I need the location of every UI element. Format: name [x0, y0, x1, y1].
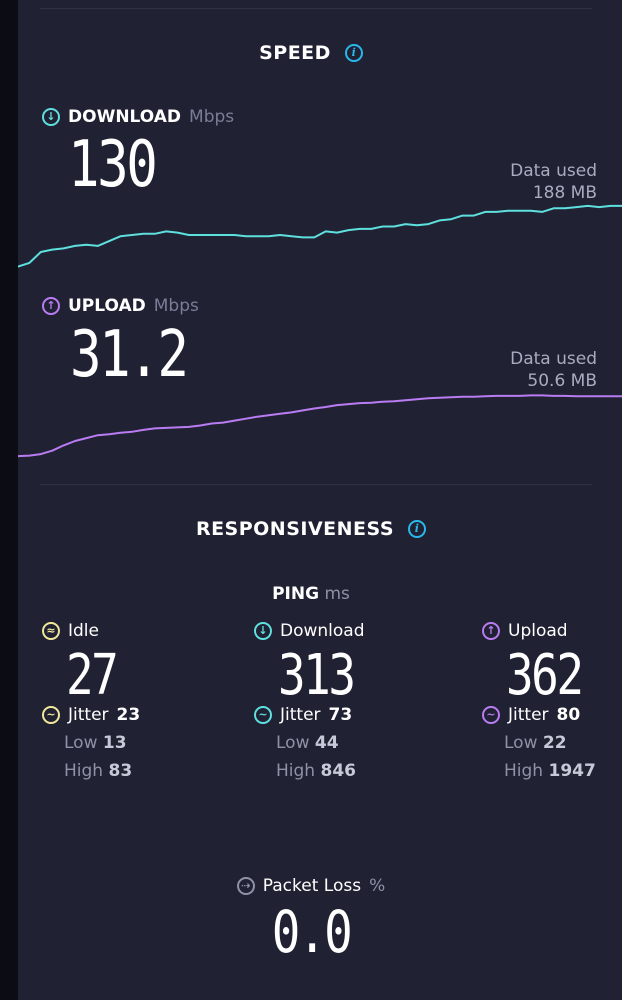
- ping-idle-high: High 83: [64, 761, 133, 781]
- jitter-label: Jitter: [68, 705, 109, 725]
- ping-upload-low-value: 22: [542, 733, 567, 753]
- left-edge: [0, 0, 18, 1000]
- ping-download-jitter: ~ Jitter 73: [254, 705, 424, 725]
- upload-label: UPLOAD: [68, 296, 146, 316]
- upload-unit: Mbps: [153, 296, 199, 316]
- upload-label-row: ↑ UPLOAD Mbps: [42, 296, 199, 316]
- idle-icon: ≈: [42, 622, 60, 640]
- ping-idle-low-value: 13: [102, 733, 127, 753]
- download-arrow-icon: ↓: [42, 108, 60, 126]
- ping-idle-value: 27: [66, 643, 119, 708]
- packet-loss-header: ⇢ Packet Loss %: [0, 876, 622, 896]
- upload-graph: [18, 394, 622, 458]
- ping-download-jitter-value: 73: [328, 705, 353, 725]
- packet-loss-label: Packet Loss: [262, 876, 362, 896]
- info-icon[interactable]: i: [344, 44, 363, 62]
- download-speed-value: 130: [68, 128, 158, 202]
- ping-upload-high: High 1947: [504, 761, 596, 781]
- ping-idle-column: ≈ Idle 27 ~ Jitter 23 Low 13 High 83: [42, 621, 212, 781]
- jitter-icon: ~: [42, 706, 60, 724]
- ping-idle-label: Idle: [68, 621, 99, 641]
- ping-upload-value: 362: [506, 643, 584, 708]
- speed-section-title: SPEED i: [0, 42, 622, 64]
- ping-download-high-value: 846: [320, 761, 356, 781]
- packet-loss-value: 0.0: [271, 898, 353, 966]
- jitter-label: Jitter: [280, 705, 321, 725]
- download-arrow-icon: ↓: [254, 622, 272, 640]
- upload-speed-value: 31.2: [70, 318, 189, 392]
- upload-graph-line: [18, 394, 622, 458]
- download-unit: Mbps: [189, 107, 235, 127]
- ping-unit: ms: [324, 584, 350, 604]
- ping-upload-label: Upload: [508, 621, 568, 641]
- ping-upload-jitter: ~ Jitter 80: [482, 705, 620, 725]
- responsiveness-title: RESPONSIVENESS: [195, 518, 395, 540]
- upload-arrow-icon: ↑: [482, 622, 500, 640]
- ping-upload-column: ↑ Upload 362 ~ Jitter 80 Low 22 High 194…: [482, 621, 620, 781]
- upload-arrow-icon: ↑: [42, 297, 60, 315]
- download-data-used: Data used 188 MB: [510, 160, 597, 204]
- download-graph-line: [18, 204, 622, 268]
- section-divider: [40, 484, 592, 485]
- ping-download-value: 313: [278, 643, 356, 708]
- results-panel: [18, 0, 622, 1000]
- download-graph: [18, 204, 622, 268]
- ping-idle-header: ≈ Idle: [42, 621, 212, 641]
- upload-data-used-label: Data used: [510, 349, 597, 369]
- ping-download-low-value: 44: [314, 733, 339, 753]
- ping-upload-high-value: 1947: [548, 761, 596, 781]
- info-icon[interactable]: i: [408, 520, 427, 538]
- ping-idle-low: Low 13: [64, 733, 127, 753]
- download-data-used-value: 188 MB: [532, 183, 597, 203]
- upload-data-used-value: 50.6 MB: [527, 371, 597, 391]
- download-data-used-label: Data used: [510, 161, 597, 181]
- jitter-label: Jitter: [508, 705, 549, 725]
- packet-loss-icon: ⇢: [236, 877, 255, 895]
- ping-download-header: ↓ Download: [254, 621, 424, 641]
- ping-upload-header: ↑ Upload: [482, 621, 620, 641]
- download-label: DOWNLOAD: [68, 107, 182, 127]
- ping-download-low: Low 44: [276, 733, 339, 753]
- ping-download-label: Download: [280, 621, 365, 641]
- ping-idle-high-value: 83: [108, 761, 133, 781]
- download-label-row: ↓ DOWNLOAD Mbps: [42, 107, 234, 127]
- responsiveness-section-title: RESPONSIVENESS i: [0, 518, 622, 540]
- speed-title: SPEED: [259, 42, 331, 64]
- ping-label: PING: [272, 584, 320, 604]
- jitter-icon: ~: [254, 706, 272, 724]
- ping-upload-low: Low 22: [504, 733, 567, 753]
- jitter-icon: ~: [482, 706, 500, 724]
- ping-download-column: ↓ Download 313 ~ Jitter 73 Low 44 High 8…: [254, 621, 424, 781]
- ping-idle-jitter-value: 23: [116, 705, 141, 725]
- ping-upload-jitter-value: 80: [556, 705, 581, 725]
- upload-data-used: Data used 50.6 MB: [510, 348, 597, 392]
- ping-heading: PING ms: [0, 584, 622, 604]
- ping-download-high: High 846: [276, 761, 356, 781]
- top-divider: [40, 8, 592, 9]
- packet-loss-unit: %: [369, 876, 386, 896]
- ping-idle-jitter: ~ Jitter 23: [42, 705, 212, 725]
